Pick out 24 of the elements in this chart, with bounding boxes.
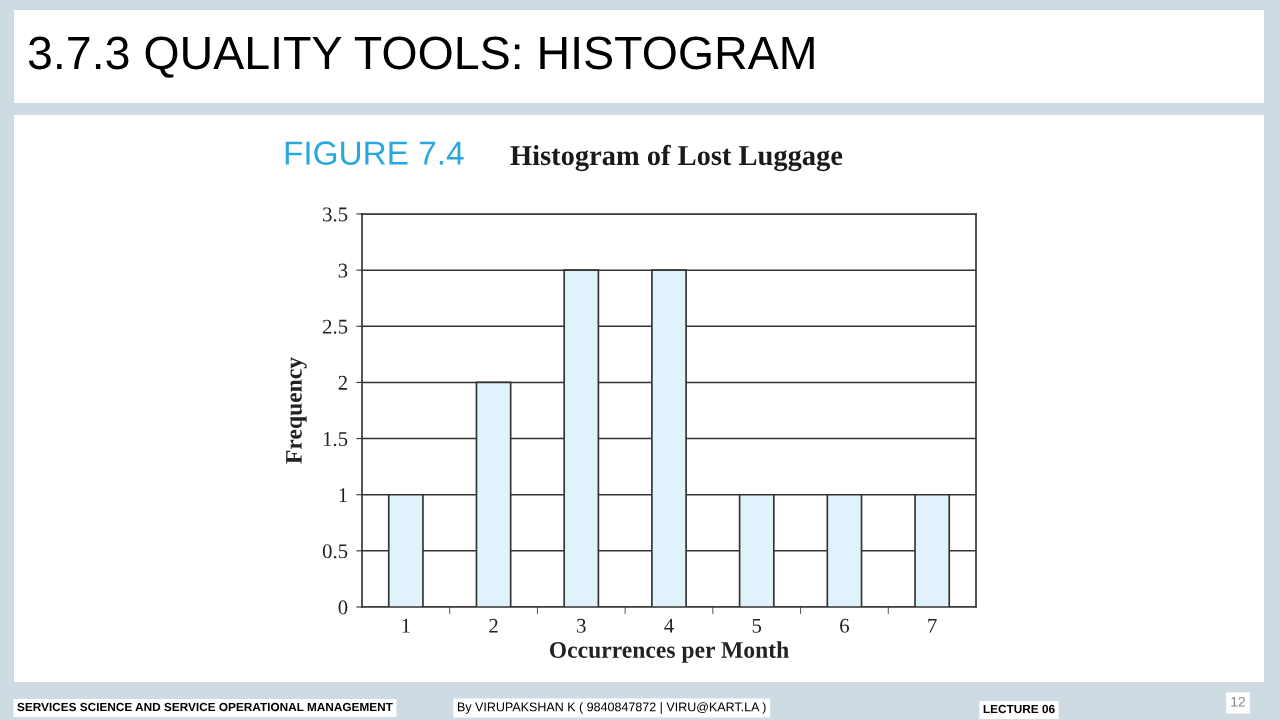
x-tick-label: 1	[402, 618, 410, 633]
text: SERVICES SCIENCE AND SERVICE OPERATIONAL MANAGEMENT	[17, 702, 393, 712]
y-tick-label: 2	[338, 375, 347, 390]
x-tick-label: 3	[577, 618, 586, 633]
y-tick-label: 0.5	[322, 544, 348, 559]
x-tick-label: 4	[664, 618, 674, 633]
text: By VIRUPAKSHAN K ( 9840847872 | VIRU@KART.LA )	[458, 702, 766, 714]
x-tick-label: 6	[840, 618, 850, 633]
y-tick-label: 3	[338, 263, 348, 278]
text: 3.7.3 QUALITY TOOLS: HISTOGRAM	[28, 36, 814, 78]
x-tick-label: 2	[489, 618, 498, 633]
y-axis-title: Frequency	[286, 357, 307, 464]
y-tick-label: 1	[339, 488, 347, 502]
x-axis-title: Occurrences per Month	[549, 641, 789, 663]
x-tick-label: 7	[928, 618, 937, 633]
chart-title: Histogram of Lost Luggage	[510, 144, 843, 172]
x-tick-label: 5	[752, 618, 762, 633]
y-tick-label: 2.5	[322, 319, 348, 334]
text: LECTURE 06	[983, 704, 1055, 714]
caption: FIGURE 7.4	[285, 141, 464, 165]
y-tick-label: 1.5	[323, 432, 348, 447]
y-tick-label: 3.5	[323, 207, 348, 222]
y-tick-label: 0	[338, 600, 348, 615]
text: 12	[1231, 696, 1246, 707]
